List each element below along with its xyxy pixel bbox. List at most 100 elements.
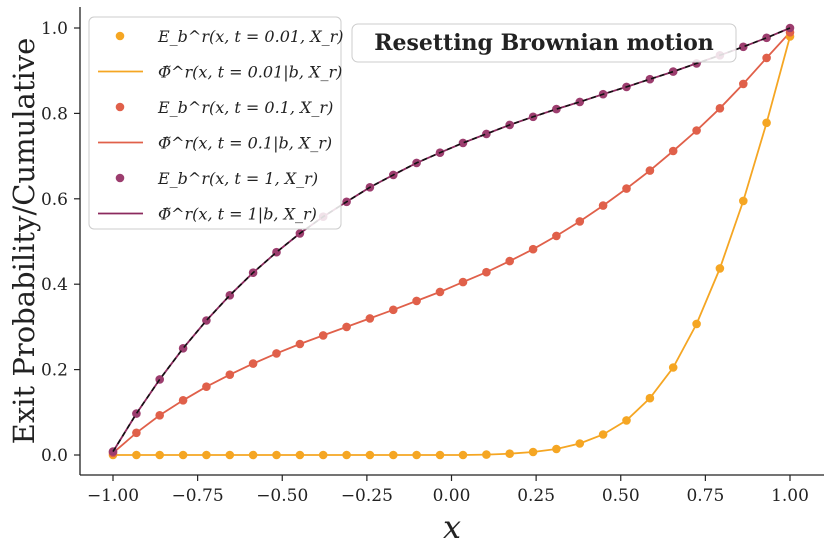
data-point: [645, 166, 655, 175]
data-point: [762, 33, 771, 43]
data-point: [155, 450, 164, 460]
legend-label: E_b^r(x, t = 1, X_r): [157, 169, 318, 188]
data-point: [272, 450, 281, 460]
y-tick-label: 0.4: [41, 275, 68, 295]
x-tick-label: 1.00: [771, 486, 809, 506]
data-point: [552, 444, 561, 454]
data-point: [575, 439, 585, 448]
data-point: [552, 104, 561, 114]
legend-marker: [115, 102, 125, 112]
x-ticks: −1.00 −0.75 −0.50 −0.25 0.00 0.25 0.50 0.75 1.00: [87, 475, 809, 506]
data-point: [295, 450, 305, 460]
data-point: [739, 79, 748, 89]
data-point: [715, 264, 725, 273]
data-point: [412, 296, 421, 306]
data-point: [458, 450, 468, 460]
series-line: [112, 31, 791, 454]
data-point: [132, 428, 141, 438]
data-point: [225, 450, 235, 460]
chart-title: Resetting Brownian motion: [374, 30, 714, 56]
legend-marker: [115, 173, 125, 183]
data-point: [762, 53, 771, 63]
data-point: [482, 267, 491, 277]
reference-dashed-line: [112, 27, 791, 453]
x-tick-label: −0.50: [256, 486, 308, 506]
data-point: [575, 217, 585, 226]
data-point: [739, 42, 748, 52]
axes: −1.00 −0.75 −0.50 −0.25 0.00 0.25 0.50 0.75 1.00…: [7, 7, 824, 546]
data-point: [622, 184, 631, 193]
legend-label: Φ̃^r(x, t = 0.01|b, X_r): [158, 63, 342, 82]
y-tick-label: 0.2: [41, 361, 68, 381]
data-point: [692, 126, 701, 135]
legend-label: Φ̃^r(x, t = 1|b, X_r): [158, 205, 317, 224]
data-point: [458, 138, 468, 148]
data-point: [318, 331, 328, 340]
data-point: [435, 287, 445, 297]
y-tick-label: 0.0: [41, 446, 68, 466]
legend-marker: [115, 31, 125, 41]
data-point: [295, 339, 305, 349]
y-tick-label: 0.8: [41, 104, 68, 124]
data-point: [598, 430, 608, 439]
data-point: [645, 74, 655, 84]
legend-frame: [88, 16, 342, 230]
data-point: [668, 67, 678, 76]
y-axis-title: Exit Probability/Cumulative: [7, 38, 41, 445]
chart-title-frame: [351, 23, 737, 63]
data-point: [762, 118, 771, 128]
x-tick-label: −0.75: [172, 486, 224, 506]
y-tick-label: 1.0: [41, 19, 68, 39]
data-point: [739, 196, 748, 206]
data-point: [482, 129, 491, 139]
data-point: [178, 450, 188, 460]
data-point: [365, 314, 375, 323]
data-point: [342, 322, 351, 332]
data-point: [505, 256, 514, 266]
data-point: [389, 450, 398, 460]
data-point: [272, 349, 281, 358]
data-point: [552, 231, 561, 241]
data-point: [692, 319, 701, 329]
data-point: [412, 450, 421, 460]
data-point: [435, 450, 445, 460]
data-point: [248, 359, 258, 368]
legend-label: Φ̃^r(x, t = 0.1|b, X_r): [158, 134, 332, 153]
x-tick-label: 0.00: [433, 486, 471, 506]
x-tick-label: 0.50: [602, 486, 640, 506]
data-point: [482, 450, 491, 459]
data-point: [668, 146, 678, 156]
legend-label: E_b^r(x, t = 0.1, X_r): [157, 98, 333, 117]
data-point: [342, 450, 351, 460]
y-ticks: 0.0 0.2 0.4 0.6 0.8 1.0: [41, 19, 80, 466]
data-point: [202, 450, 211, 460]
x-tick-label: −1.00: [87, 486, 139, 506]
data-point: [155, 411, 164, 420]
data-point: [108, 447, 118, 456]
data-point: [225, 370, 235, 380]
data-point: [528, 447, 538, 457]
data-point: [645, 393, 655, 403]
legend-label: E_b^r(x, t = 0.01, X_r): [157, 27, 344, 46]
data-point: [598, 201, 608, 210]
data-point: [132, 450, 141, 460]
data-point: [248, 450, 258, 460]
y-tick-label: 0.6: [41, 190, 68, 210]
data-point: [202, 382, 211, 392]
data-point: [505, 449, 514, 459]
data-point: [575, 97, 585, 107]
data-point: [668, 363, 678, 372]
x-tick-label: 0.75: [686, 486, 724, 506]
x-axis-title: x: [443, 508, 461, 546]
data-point: [365, 450, 375, 460]
data-point: [389, 305, 398, 315]
x-tick-label: 0.25: [517, 486, 555, 506]
data-point: [528, 244, 538, 254]
data-point: [178, 396, 188, 405]
data-point: [458, 277, 468, 287]
chart-title-box: Resetting Brownian motion: [351, 23, 737, 63]
legend: E_b^r(x, t = 0.01, X_r) Φ̃^r(x, t = 0.01|…: [88, 16, 344, 230]
data-point: [622, 416, 631, 425]
data-point: [715, 104, 725, 113]
